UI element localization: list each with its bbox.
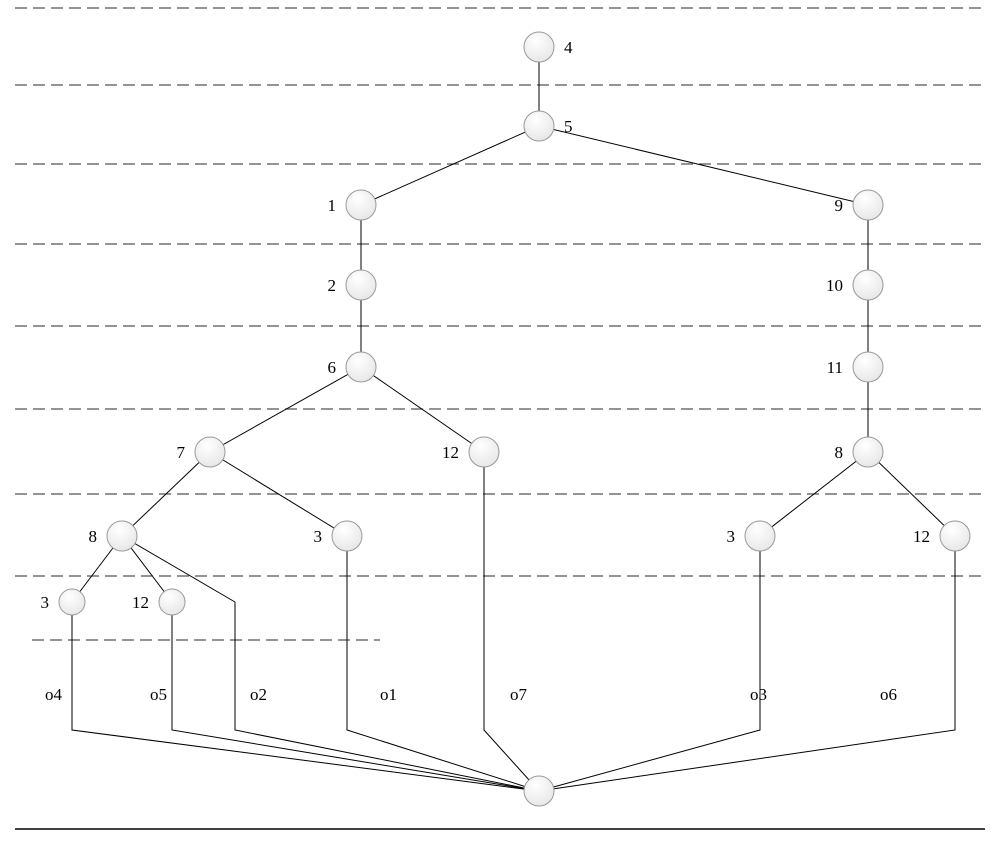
sink-edge bbox=[539, 536, 760, 791]
output-label: o6 bbox=[880, 685, 897, 704]
node-label: 8 bbox=[835, 443, 844, 462]
tree-node bbox=[853, 437, 883, 467]
node-label: 4 bbox=[564, 38, 573, 57]
node-label: 8 bbox=[89, 527, 98, 546]
output-label: o1 bbox=[380, 685, 397, 704]
tree-node bbox=[195, 437, 225, 467]
node-label: 6 bbox=[328, 358, 337, 377]
output-label: o5 bbox=[150, 685, 167, 704]
node-label: 1 bbox=[328, 196, 337, 215]
node-label: 3 bbox=[727, 527, 736, 546]
tree-node bbox=[745, 521, 775, 551]
node-label: 2 bbox=[328, 276, 337, 295]
sink-edge bbox=[484, 452, 539, 791]
tree-node bbox=[346, 352, 376, 382]
node-label: 11 bbox=[827, 358, 843, 377]
tree-node bbox=[469, 437, 499, 467]
sink-edge bbox=[72, 602, 539, 791]
tree-node bbox=[853, 190, 883, 220]
output-label: o4 bbox=[45, 685, 63, 704]
tree-node bbox=[524, 111, 554, 141]
output-label: o7 bbox=[510, 685, 528, 704]
node-label: 10 bbox=[826, 276, 843, 295]
output-label: o3 bbox=[750, 685, 767, 704]
tree-node bbox=[524, 776, 554, 806]
edges bbox=[72, 47, 955, 602]
node-label: 12 bbox=[442, 443, 459, 462]
node-label: 12 bbox=[132, 593, 149, 612]
tree-node bbox=[853, 352, 883, 382]
sink-paths bbox=[72, 452, 955, 791]
node-label: 3 bbox=[41, 593, 50, 612]
tree-node bbox=[332, 521, 362, 551]
node-label: 12 bbox=[913, 527, 930, 546]
tree-node bbox=[107, 521, 137, 551]
output-label: o2 bbox=[250, 685, 267, 704]
edge bbox=[539, 126, 868, 205]
tree-node bbox=[346, 190, 376, 220]
tree-node bbox=[159, 589, 185, 615]
tree-node bbox=[346, 270, 376, 300]
tree-node bbox=[853, 270, 883, 300]
sink-edge bbox=[347, 536, 539, 791]
node-label: 3 bbox=[314, 527, 323, 546]
sink-edge bbox=[539, 536, 955, 791]
tree-node bbox=[59, 589, 85, 615]
node-label: 7 bbox=[177, 443, 186, 462]
tree-node bbox=[940, 521, 970, 551]
tree-node bbox=[524, 32, 554, 62]
tree-diagram: o4 o5 o2 o1 o7 o3 o6 4 5 1 9 2 10 6 11 7 12 8 8 3 3 12 3 12 bbox=[0, 0, 1000, 841]
node-label: 5 bbox=[564, 117, 573, 136]
level-lines bbox=[15, 8, 985, 640]
node-label: 9 bbox=[835, 196, 844, 215]
edge bbox=[361, 126, 539, 205]
